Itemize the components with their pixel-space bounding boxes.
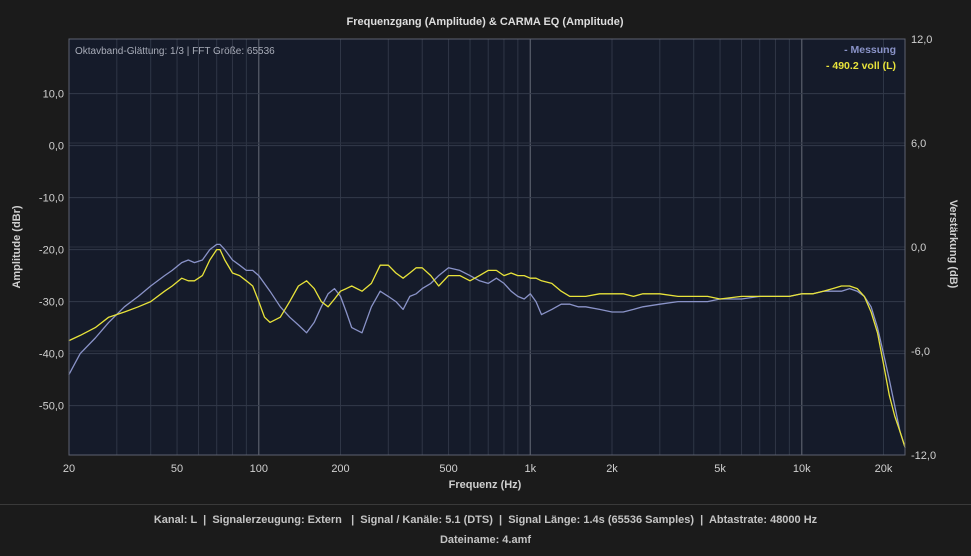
y2-tick-label: -6,0 bbox=[911, 346, 930, 358]
y-tick-label: 10,0 bbox=[43, 89, 64, 101]
y2-tick-label: -12,0 bbox=[911, 450, 936, 462]
y-tick-label: -50,0 bbox=[39, 401, 64, 413]
smoothing-annotation: Oktavband-Glättung: 1/3 | FFT Größe: 655… bbox=[75, 46, 275, 57]
y-axis-label: Amplitude (dBr) bbox=[11, 205, 23, 288]
y-tick-label: 0,0 bbox=[49, 141, 64, 153]
x-axis-label: Frequenz (Hz) bbox=[449, 479, 522, 491]
x-tick-label: 5k bbox=[714, 463, 726, 475]
series-lines bbox=[68, 243, 906, 448]
y2-tick-label: 6,0 bbox=[911, 138, 926, 150]
series-line-490-2-voll bbox=[68, 248, 906, 448]
y-tick-label: -10,0 bbox=[39, 193, 64, 205]
y-tick-label: -20,0 bbox=[39, 245, 64, 257]
x-tick-label: 20k bbox=[875, 463, 893, 475]
y2-axis-label: Verstärkung (dB) bbox=[947, 200, 959, 289]
legend-entry-messung: - Messung bbox=[844, 44, 896, 56]
x-tick-label: 200 bbox=[331, 463, 349, 475]
filename-footer: Dateiname: 4.amf bbox=[439, 534, 532, 546]
y-tick-label: -30,0 bbox=[39, 297, 64, 309]
axis-tick-labels: 20 50 100 200 500 1k 2k 5k 10k 20k 10,0 0,0 -10,0 -20… bbox=[39, 34, 936, 475]
x-tick-label: 20 bbox=[63, 463, 75, 475]
x-tick-label: 100 bbox=[250, 463, 268, 475]
chart-title: Frequenzgang (Amplitude) & CARMA EQ (Amp… bbox=[346, 16, 623, 28]
plot-border bbox=[68, 38, 906, 456]
x-tick-label: 500 bbox=[439, 463, 457, 475]
y2-tick-label: 12,0 bbox=[911, 34, 932, 46]
grid bbox=[68, 39, 905, 455]
legend-entry-490-2-voll: - 490.2 voll (L) bbox=[826, 60, 896, 72]
y2-tick-label: 0,0 bbox=[911, 242, 926, 254]
y-tick-label: -40,0 bbox=[39, 349, 64, 361]
footer-divider bbox=[0, 504, 971, 505]
x-tick-label: 2k bbox=[606, 463, 618, 475]
x-tick-label: 10k bbox=[793, 463, 811, 475]
signal-info-footer: Kanal: L | Signalerzeugung: Extern | Sig… bbox=[153, 514, 818, 526]
x-tick-label: 1k bbox=[524, 463, 536, 475]
x-tick-label: 50 bbox=[171, 463, 183, 475]
